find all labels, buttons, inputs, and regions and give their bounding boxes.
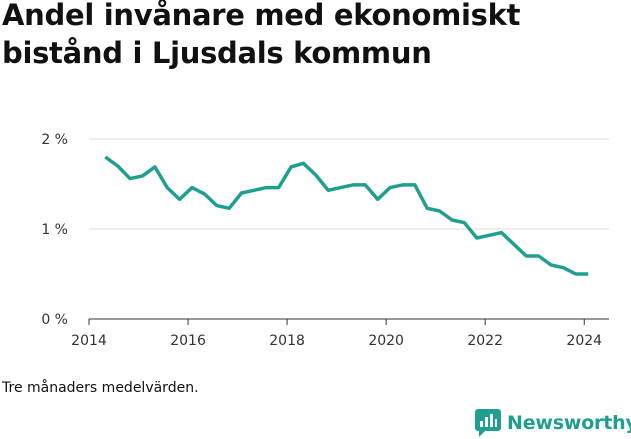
x-tick-label: 2022	[467, 333, 503, 349]
chart-caption: Tre månaders medelvärden.	[2, 380, 199, 396]
tick-labels: 0 % 1 % 2 % 2014 2016 2018 2020 2022 2024	[41, 132, 602, 349]
x-tick-label: 2014	[71, 333, 107, 349]
line-chart: 0 % 1 % 2 % 2014 2016 2018 2020 2022 2024	[0, 0, 631, 380]
x-tick-label: 2020	[368, 333, 404, 349]
y-tick-label: 0 %	[41, 312, 68, 328]
newsworthy-logo[interactable]: Newsworthy	[475, 407, 631, 439]
newsworthy-logo-icon	[475, 409, 501, 437]
y-tick-label: 1 %	[41, 222, 68, 238]
x-tick-label: 2016	[170, 333, 206, 349]
axes	[89, 319, 609, 325]
series-line	[105, 157, 588, 274]
y-tick-label: 2 %	[41, 132, 68, 148]
x-tick-label: 2024	[566, 333, 602, 349]
series-layer	[105, 157, 588, 274]
x-tick-label: 2018	[269, 333, 305, 349]
brand-name: Newsworthy	[507, 412, 631, 434]
